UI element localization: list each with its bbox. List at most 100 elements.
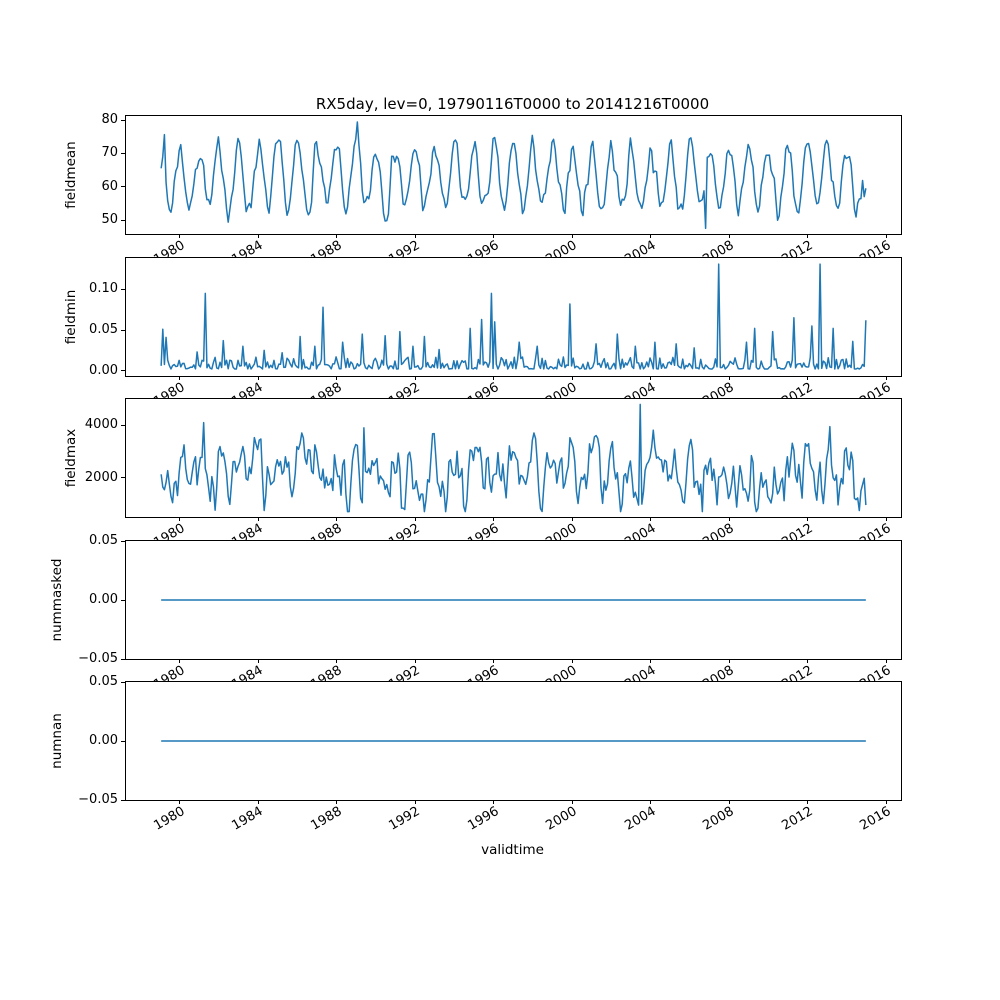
x-tick-label: 1984 — [229, 238, 266, 258]
y-tick-label: 0.00 — [89, 592, 118, 607]
y-tick-label: 0.05 — [89, 674, 118, 689]
x-tick — [179, 376, 181, 380]
subplot-nummasked: −0.05 0.00 0.05 1980 1984 1988 1992 1996 2000 200… — [49, 534, 902, 683]
x-tick-label: 1980 — [151, 380, 188, 400]
y-tick-label: 0.05 — [89, 322, 118, 337]
y-tick — [121, 740, 125, 742]
x-tick-label: 2004 — [622, 521, 659, 541]
x-tick-label: 1980 — [151, 238, 188, 258]
x-tick-label: 2000 — [543, 521, 580, 541]
x-tick-label: 1992 — [386, 663, 423, 683]
y-tick-label: 60 — [101, 178, 118, 194]
x-tick — [807, 517, 809, 521]
series-line-fieldmin — [160, 263, 867, 370]
x-tick-label-row: 1980 1984 1988 1992 1996 2000 2004 2008 2012 2016 — [126, 663, 901, 683]
x-tick-label: 2008 — [700, 380, 737, 400]
x-tick-label: 2000 — [543, 380, 580, 400]
x-tick — [493, 376, 495, 380]
subplot-fieldmin: 0.00 0.05 0.10 1980 1984 1988 1992 1996 2000 2004… — [63, 257, 902, 400]
y-tick — [121, 288, 125, 290]
x-tick — [728, 800, 730, 804]
x-tick-label: 1988 — [308, 663, 345, 683]
x-tick — [414, 234, 416, 238]
x-tick-label: 1996 — [465, 521, 502, 541]
y-axis-label-fieldmax: fieldmax — [63, 428, 79, 488]
x-tick-label: 2016 — [857, 663, 894, 683]
x-tick-label: 1992 — [386, 238, 423, 258]
x-tick-label-row: 1980 1984 1988 1992 1996 2000 2004 2008 2012 2016 — [126, 521, 901, 541]
x-tick — [807, 234, 809, 238]
subplot-numnan: −0.05 0.00 0.05 1980 1984 1988 1992 1996 2000 200… — [49, 675, 902, 834]
x-tick-label: 2016 — [857, 380, 894, 400]
y-tick — [121, 540, 125, 542]
x-tick-label: 2004 — [622, 663, 659, 683]
x-tick — [257, 234, 259, 238]
y-tick-label: 0.00 — [89, 733, 118, 748]
x-tick-label: 1984 — [229, 663, 266, 683]
series-line-nummasked — [161, 599, 866, 601]
y-tick-label: 50 — [101, 212, 118, 227]
series-line-fieldmean — [160, 121, 867, 230]
y-tick — [121, 424, 125, 426]
y-tick — [121, 219, 125, 221]
x-tick-label: 2004 — [622, 238, 659, 258]
x-tick — [493, 800, 495, 804]
y-tick-label: −0.05 — [78, 651, 118, 666]
x-tick — [885, 659, 887, 663]
x-tick — [257, 659, 259, 663]
x-tick-label: 1996 — [465, 663, 502, 683]
x-tick — [336, 800, 338, 804]
x-tick-label: 2016 — [857, 521, 894, 541]
y-axis-label-fieldmean: fieldmean — [63, 141, 79, 209]
x-tick — [650, 376, 652, 380]
x-tick — [807, 659, 809, 663]
y-tick — [121, 152, 125, 154]
x-tick — [414, 517, 416, 521]
x-tick — [257, 517, 259, 521]
y-tick — [121, 799, 125, 801]
series-line-numnan — [161, 740, 866, 742]
x-tick-label: 1992 — [386, 804, 423, 834]
x-tick — [885, 234, 887, 238]
x-tick-label: 2004 — [622, 380, 659, 400]
x-tick-label: 2012 — [779, 380, 816, 400]
series-polyline — [160, 121, 867, 230]
x-tick — [728, 376, 730, 380]
x-tick — [571, 517, 573, 521]
x-tick — [571, 376, 573, 380]
x-tick-label: 2016 — [857, 804, 894, 834]
y-tick — [121, 186, 125, 188]
x-tick — [179, 234, 181, 238]
x-tick-label: 1984 — [229, 521, 266, 541]
x-tick — [807, 800, 809, 804]
x-tick-label: 1988 — [308, 804, 345, 834]
x-tick — [493, 659, 495, 663]
y-tick — [121, 681, 125, 683]
x-tick-label: 2004 — [622, 804, 659, 834]
x-tick-label: 2012 — [779, 804, 816, 834]
y-tick-label: 2000 — [84, 469, 118, 485]
y-tick-label: 0.05 — [89, 533, 118, 548]
x-tick-label: 1988 — [308, 238, 345, 258]
x-tick-label: 2000 — [543, 804, 580, 834]
x-tick-label-row: 1980 1984 1988 1992 1996 2000 2004 2008 2012 2016 — [126, 380, 901, 400]
x-tick — [650, 800, 652, 804]
x-tick-label: 2008 — [700, 238, 737, 258]
x-tick — [728, 234, 730, 238]
y-tick-label: 0.10 — [89, 281, 118, 297]
x-tick — [885, 517, 887, 521]
x-tick — [336, 234, 338, 238]
x-tick — [336, 517, 338, 521]
x-tick-label: 2012 — [779, 521, 816, 541]
x-tick — [336, 659, 338, 663]
x-tick — [493, 234, 495, 238]
x-tick-label: 1988 — [308, 521, 345, 541]
x-tick — [885, 800, 887, 804]
x-tick-label: 2016 — [857, 238, 894, 258]
x-tick — [650, 234, 652, 238]
x-tick-label: 1980 — [151, 521, 188, 541]
x-tick-label: 1984 — [229, 380, 266, 400]
x-tick — [257, 376, 259, 380]
y-axis-label-nummasked: nummasked — [49, 558, 65, 642]
